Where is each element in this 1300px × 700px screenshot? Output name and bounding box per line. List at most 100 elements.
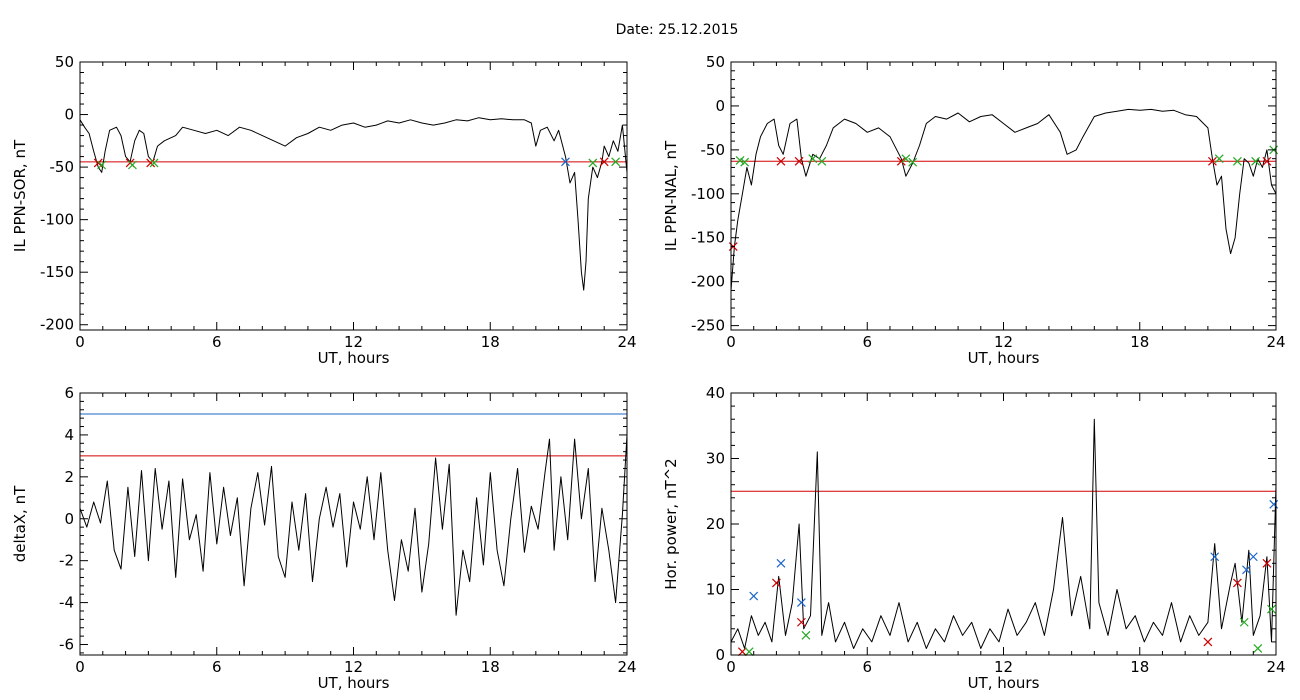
event-marker — [1262, 558, 1272, 568]
series-line — [79, 117, 628, 291]
y-tick-label: -200 — [691, 273, 725, 291]
y-tick-label: -2 — [59, 552, 74, 570]
event-marker — [808, 154, 818, 164]
y-tick-label: -50 — [701, 141, 726, 159]
event-marker — [1253, 644, 1263, 653]
y-tick-label: -100 — [40, 211, 74, 229]
y-tick-label: 50 — [706, 53, 725, 71]
event-marker — [1239, 617, 1249, 627]
event-marker — [1207, 156, 1217, 166]
y-tick-label: 40 — [706, 384, 725, 402]
event-marker — [771, 578, 781, 588]
event-marker — [1232, 578, 1242, 588]
plot-frame — [730, 61, 1277, 331]
y-tick-label: 4 — [64, 426, 74, 444]
event-marker — [744, 647, 754, 657]
x-axis-label: UT, hours — [318, 349, 390, 367]
x-tick-label: 0 — [75, 333, 85, 351]
x-tick-label: 6 — [212, 658, 222, 676]
event-marker — [776, 156, 786, 166]
y-tick-label: -50 — [50, 158, 75, 176]
y-axis-label: IL PPN-NAL, nT — [662, 140, 680, 251]
figure-title: Date: 25.12.2015 — [616, 22, 739, 38]
event-marker — [561, 157, 570, 167]
x-tick-label: 18 — [481, 333, 500, 351]
plot-frame — [730, 392, 1277, 656]
y-tick-label: -100 — [691, 185, 725, 203]
event-marker — [740, 157, 750, 167]
y-tick-label: 0 — [64, 106, 74, 124]
series-line — [730, 418, 1277, 649]
x-tick-label: 0 — [75, 658, 85, 676]
x-tick-label: 18 — [1130, 658, 1149, 676]
event-marker — [796, 598, 806, 608]
plot-frame — [79, 61, 628, 331]
x-tick-label: 6 — [212, 333, 222, 351]
y-tick-label: 0 — [64, 510, 74, 528]
event-marker — [901, 154, 911, 164]
event-marker — [97, 160, 107, 170]
event-marker — [737, 647, 747, 657]
series-line — [79, 434, 628, 616]
x-tick-label: 6 — [862, 658, 872, 676]
x-tick-label: 24 — [617, 333, 636, 351]
panel-ppn_sor: 0 6 12 18 24 50 0 -50 -100 -150 -200 UT, hours IL PP… — [11, 53, 637, 367]
event-marker — [599, 157, 609, 167]
series-line — [730, 108, 1277, 291]
y-tick-label: -150 — [40, 263, 74, 281]
x-tick-label: 18 — [1130, 333, 1149, 351]
y-tick-label: -4 — [59, 594, 74, 612]
x-tick-label: 12 — [994, 658, 1013, 676]
event-marker — [1262, 156, 1272, 166]
event-marker — [794, 156, 804, 166]
x-tick-label: 24 — [617, 658, 636, 676]
x-tick-label: 6 — [862, 333, 872, 351]
y-tick-label: 2 — [64, 468, 74, 486]
y-axis-label: deltaX, nT — [11, 485, 29, 562]
y-axis-label: Hor. power, nT^2 — [662, 458, 680, 589]
event-marker — [146, 158, 156, 168]
y-tick-label: 50 — [55, 53, 74, 71]
y-tick-label: 6 — [64, 384, 74, 402]
event-marker — [749, 591, 759, 601]
event-marker — [1267, 604, 1276, 614]
event-marker — [817, 156, 827, 166]
x-tick-label: 12 — [344, 333, 363, 351]
panel-hor_power: 0 6 12 18 24 40 30 20 10 0 UT, hours Hor. power, nT… — [662, 384, 1286, 692]
event-marker — [1210, 552, 1220, 562]
event-marker — [896, 156, 906, 166]
x-tick-label: 24 — [1266, 658, 1285, 676]
x-axis-label: UT, hours — [318, 674, 390, 692]
x-tick-label: 12 — [994, 333, 1013, 351]
plot-frame — [79, 392, 628, 656]
y-tick-label: 20 — [706, 515, 725, 533]
event-marker — [801, 630, 811, 640]
panel-deltax: 0 6 12 18 24 6 4 2 0 -2 -4 -6 UT, hours deltaX, nT — [11, 384, 637, 692]
x-tick-label: 12 — [344, 658, 363, 676]
event-marker — [1214, 154, 1224, 164]
x-axis-label: UT, hours — [968, 349, 1040, 367]
y-tick-label: -150 — [691, 229, 725, 247]
event-marker — [127, 160, 137, 170]
y-tick-label: -250 — [691, 317, 725, 335]
x-axis-label: UT, hours — [968, 674, 1040, 692]
event-marker — [588, 158, 598, 168]
y-axis-label: IL PPN-SOR, nT — [11, 139, 29, 252]
event-marker — [1203, 637, 1213, 647]
event-marker — [776, 558, 786, 568]
y-tick-label: 0 — [715, 97, 725, 115]
event-marker — [1269, 499, 1279, 509]
x-tick-label: 0 — [726, 658, 736, 676]
y-tick-label: 10 — [706, 581, 725, 599]
event-marker — [1242, 565, 1251, 575]
event-marker — [1251, 156, 1260, 166]
y-tick-label: -200 — [40, 316, 74, 334]
event-marker — [1232, 156, 1242, 166]
event-marker — [1248, 552, 1258, 562]
event-marker — [149, 158, 159, 168]
x-tick-label: 0 — [726, 333, 736, 351]
x-tick-label: 24 — [1266, 333, 1285, 351]
y-tick-label: -6 — [59, 636, 74, 654]
y-tick-label: 30 — [706, 450, 725, 468]
